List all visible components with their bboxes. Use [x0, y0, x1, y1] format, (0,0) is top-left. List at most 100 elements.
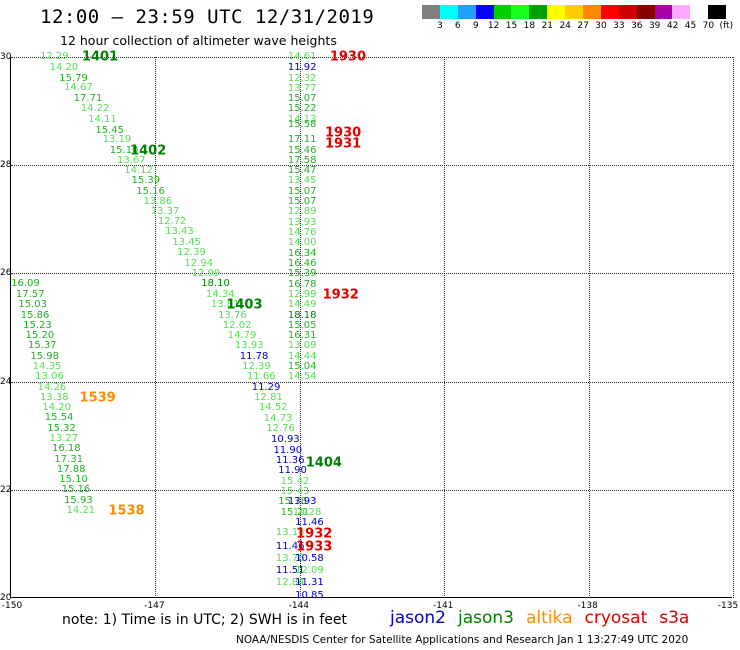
- wave-height-value: 15.45: [95, 124, 124, 136]
- wave-height-value: 12.09: [295, 564, 324, 576]
- wave-height-value: 15.05: [287, 319, 317, 331]
- pass-time-label: 1930: [329, 49, 367, 65]
- colorbar-labels: 3 6 9 12 15 18 21 24 27 30 33 36 39 42 45 70 (ft): [422, 21, 740, 33]
- wave-height-value: 16.31: [287, 330, 317, 342]
- wave-height-value: 15.07: [287, 195, 317, 207]
- colorbar-swatch: [457, 5, 476, 19]
- colorbar-swatch: [439, 5, 458, 19]
- wave-height-value: 13.18: [275, 527, 305, 539]
- wave-height-value: 11.36: [275, 455, 305, 467]
- wave-height-value: 15.32: [47, 422, 76, 434]
- wave-height-value: 12.02: [222, 319, 252, 331]
- wave-height-value: 14.20: [49, 61, 79, 73]
- wave-height-value: 13.93: [287, 216, 317, 228]
- wave-height-value: 11.90: [273, 444, 303, 456]
- wave-height-value: 14.67: [64, 82, 93, 94]
- wave-height-value: 17.57: [15, 289, 45, 301]
- colorbar-label: (ft): [719, 21, 734, 31]
- wave-height-value: 15.03: [18, 299, 47, 311]
- colorbar-swatch: [529, 5, 548, 19]
- colorbar-swatch: [690, 5, 709, 19]
- longitude-tick-label: -138: [577, 601, 598, 611]
- wave-height-value: 15.04: [287, 360, 317, 372]
- latitude-tick-label: 22: [0, 484, 12, 495]
- satellite-altika: altika: [526, 608, 573, 628]
- colorbar-swatch: [583, 5, 601, 19]
- longitude-gridline: [155, 57, 157, 598]
- wave-height-value: 14.35: [32, 360, 62, 372]
- wave-height-value: 15.42: [280, 475, 310, 487]
- wave-height-value: 14.61: [287, 51, 317, 62]
- colorbar-swatch: [654, 5, 673, 19]
- colorbar-label: 9: [472, 21, 479, 31]
- wave-height-value: 15.07: [287, 93, 317, 105]
- wave-height-value: 15.46: [287, 144, 317, 156]
- latitude-tick-label: 28: [0, 160, 12, 171]
- colorbar-swatch: [547, 5, 566, 19]
- wave-height-value: 11.29: [251, 381, 281, 393]
- colorbar-swatch: [618, 5, 637, 19]
- wave-height-value: 15.10: [59, 474, 88, 486]
- wave-height-value: 12.39: [242, 360, 271, 372]
- wave-height-value: 17.11: [287, 134, 317, 146]
- colorbar-swatch: [422, 5, 440, 19]
- colorbar-label: 45: [684, 21, 697, 31]
- pass-time-label: 1404: [305, 455, 342, 471]
- wave-height-value: 13.86: [143, 195, 173, 207]
- colorbar-label: 39: [648, 21, 661, 31]
- wave-height-value: 13.45: [172, 237, 201, 249]
- latitude-gridline: [11, 57, 733, 58]
- wave-height-value: 12.76: [266, 423, 295, 435]
- wave-height-value: 11.51: [275, 564, 305, 576]
- colorbar-swatch: [475, 5, 494, 19]
- satellite-cryosat: cryosat: [584, 608, 648, 628]
- latitude-tick-label: 30: [0, 52, 12, 62]
- wave-height-value: 12.99: [191, 267, 221, 279]
- satellite-legend: jason2 jason3 altika cryosat s3a: [390, 608, 701, 628]
- wave-height-value: 14.22: [80, 103, 110, 115]
- wave-height-value: 16.18: [52, 443, 81, 455]
- wave-height-value: 14.54: [287, 371, 317, 383]
- wave-height-value: 15.23: [23, 319, 52, 331]
- wave-height-value: 12.84: [275, 577, 305, 589]
- page-subtitle: 12 hour collection of altimeter wave hei…: [60, 33, 337, 48]
- longitude-tick-label: -144: [288, 601, 310, 611]
- wave-height-value: 16.46: [287, 258, 317, 270]
- wave-height-value: 14.73: [263, 412, 293, 424]
- wave-height-value: 13.27: [49, 432, 79, 444]
- wave-height-value: 13.09: [287, 340, 317, 352]
- pass-time-label: 1402: [130, 143, 167, 159]
- longitude-gridline: [299, 57, 301, 598]
- wave-height-value: 12.99: [287, 289, 317, 301]
- wave-height-value: 14.52: [258, 402, 288, 414]
- wave-height-value: 14.76: [287, 226, 317, 238]
- wave-height-value: 17.71: [73, 93, 103, 105]
- wave-height-value: 12.81: [254, 391, 283, 403]
- wave-height-value: 11.31: [295, 577, 324, 589]
- colorbar-swatch: [493, 5, 512, 19]
- wave-height-value: 11.92: [287, 61, 317, 73]
- pass-time-label: 1538: [108, 503, 145, 519]
- wave-height-value: 14.20: [42, 402, 72, 414]
- satellite-s3a: s3a: [659, 608, 690, 628]
- wave-height-value: 13.45: [287, 175, 317, 187]
- wave-height-value: 10.58: [295, 552, 324, 564]
- wave-height-value: 15.16: [136, 185, 165, 197]
- latitude-tick-label: 26: [0, 268, 12, 279]
- wave-height-value: 15.93: [64, 494, 93, 506]
- colorbar-label: 6: [454, 21, 461, 31]
- wave-height-value: 11.66: [246, 371, 276, 383]
- wave-height-value: 18.10: [201, 278, 230, 290]
- wave-height-value: 12.89: [287, 206, 317, 218]
- wave-height-value: 12.32: [287, 72, 317, 84]
- wave-height-value: 13.37: [150, 206, 180, 218]
- colorbar-label: 15: [505, 21, 518, 31]
- colorbar-swatch: [600, 5, 619, 19]
- colorbar-label: 12: [487, 21, 500, 31]
- colorbar-label: 36: [631, 21, 643, 31]
- wave-height-value: 12.94: [184, 257, 214, 269]
- wave-height-value: 14.26: [37, 381, 67, 393]
- wave-height-value: 13.81: [210, 299, 240, 311]
- latitude-tick-label: 24: [0, 376, 12, 387]
- wave-height-value: 15.21: [280, 506, 310, 518]
